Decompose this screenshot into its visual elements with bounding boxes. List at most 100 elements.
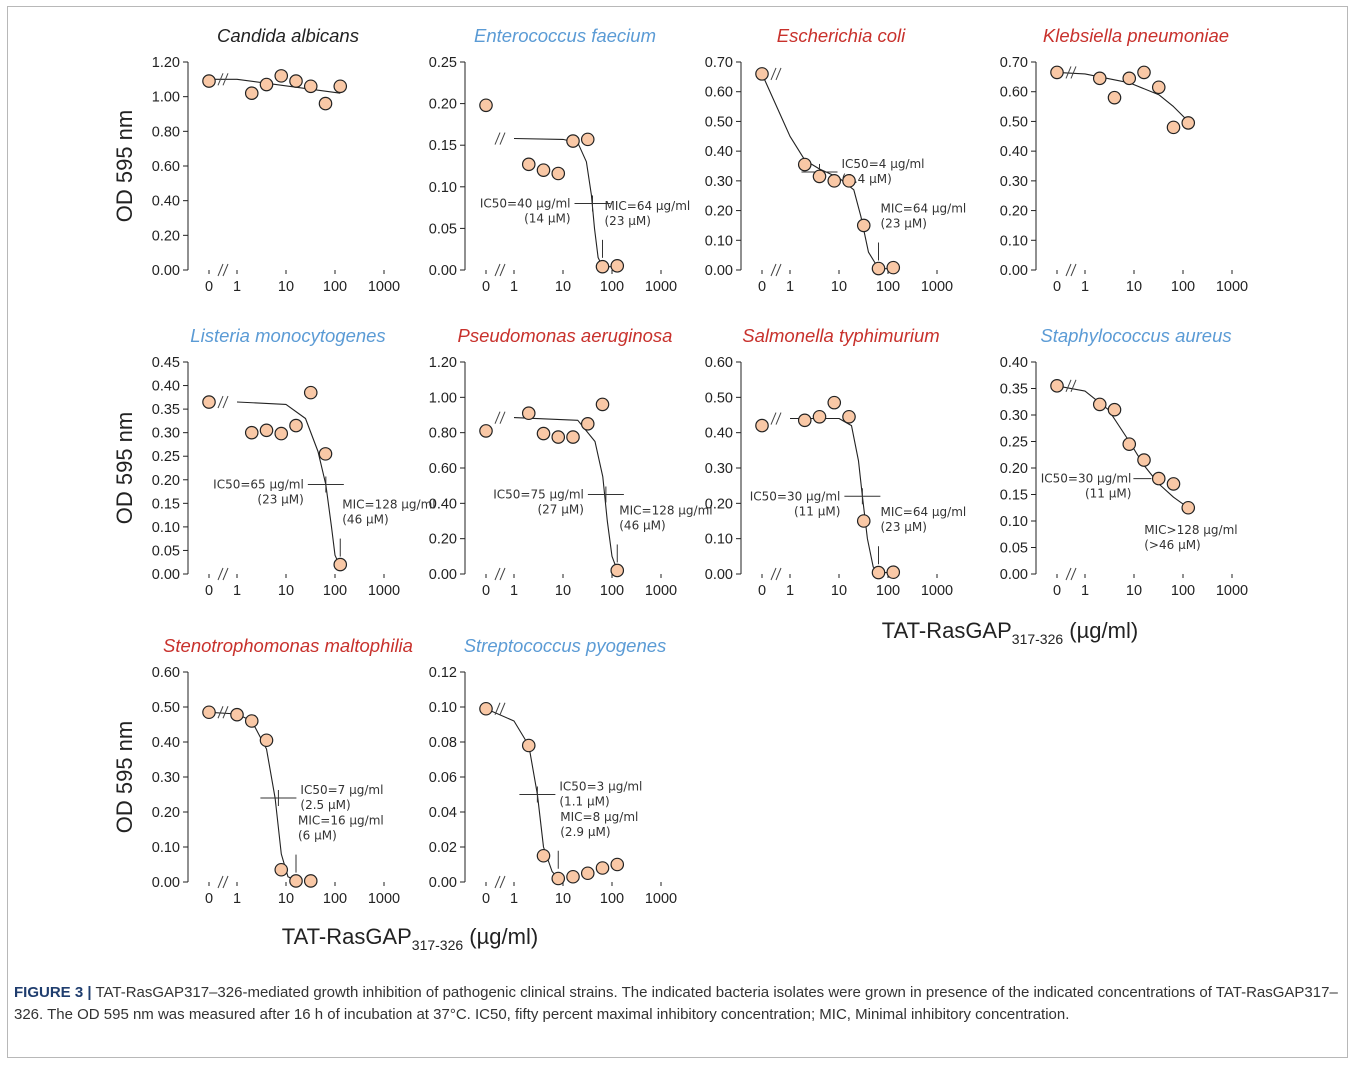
y-tick-label: 0.60 [1000,85,1028,101]
data-point [755,67,769,81]
data-point [521,406,536,421]
x-tick-label: 10 [555,891,571,907]
data-point [202,74,216,88]
panel-9: Streptococcus pyogenes 0.00 0.02 0.04 0.06 0.… [429,635,677,907]
x-axis-label: TAT-RasGAP317-326 (µg/ml) [882,618,1138,647]
data-point [1092,397,1107,412]
data-point [274,426,289,441]
y-tick-label: 0.15 [1000,488,1028,504]
y-tick-label: 0.00 [429,567,457,583]
data-point [812,169,827,184]
curve-break-mark [775,412,782,425]
y-tick-label: 0.60 [705,85,733,101]
data-point [333,557,348,572]
annotation-text: (>46 µM) [1144,538,1201,552]
y-tick-label: 0.40 [429,496,457,512]
x-tick-label: 100 [1171,583,1195,599]
x-tick-label: 1 [233,279,241,295]
y-axis-label: OD 595 nm [112,721,137,834]
x-tick-label: 0 [1053,583,1061,599]
data-point [580,866,595,881]
x-tick-label: 1000 [645,891,677,907]
x-tick-label: 0 [758,583,766,599]
data-point [1050,379,1064,393]
annotation-text: MIC=64 µg/ml [605,199,691,213]
axis-break-mark [499,875,506,889]
x-tick-label: 1000 [1216,279,1248,295]
panel-1: Enterococcus faecium 0.00 0.05 0.10 0.15 0.20… [429,25,690,295]
data-point [1151,80,1166,95]
curve-break-mark [770,412,777,425]
data-point [521,157,536,172]
data-point [755,418,769,433]
data-point [580,417,595,431]
x-tick-label: 1000 [368,583,400,599]
y-tick-label: 0.40 [1000,144,1028,160]
data-point [536,426,551,441]
figure-frame [7,6,1348,1058]
x-tick-label: 10 [831,279,847,295]
data-point [1092,71,1107,86]
axis-break-mark [1070,263,1077,277]
data-point [566,134,580,148]
y-tick-label: 0.35 [152,402,180,418]
data-point [856,514,871,528]
x-tick-label: 1 [786,279,794,295]
y-tick-label: 0.10 [429,700,457,716]
panel-4: Listeria monocytogenes 0.00 0.05 0.10 0.15 0.… [152,325,436,599]
data-point [886,565,901,580]
fit-curve [209,78,341,94]
curve-break-mark [499,411,506,424]
fit-curve [513,417,618,571]
x-tick-label: 10 [1126,583,1142,599]
curve-break-mark [494,702,501,715]
panel-8: Stenotrophomonas maltophilia 0.00 0.10 0.20… [152,635,413,907]
data-point [259,77,274,92]
annotation-text: (6 µM) [298,829,337,843]
x-tick-label: 1 [1081,583,1089,599]
data-point [1181,116,1196,130]
annotation-text: (11 µM) [794,504,840,518]
annotation-text: IC50=65 µg/ml [213,477,304,491]
data-point [259,733,274,748]
data-point [1107,90,1122,105]
y-tick-label: 0.10 [705,233,733,249]
x-tick-label: 10 [555,279,571,295]
y-tick-label: 0.25 [152,449,180,465]
x-tick-label: 0 [482,279,490,295]
annotation-text: IC50=7 µg/ml [300,783,383,797]
annotation-text: (1.1 µM) [559,795,609,809]
x-tick-label: 100 [323,891,347,907]
data-point [871,261,886,276]
annotation-text: MIC=8 µg/ml [560,810,638,824]
annotation-text: IC50=30 µg/ml [1041,472,1132,486]
y-tick-label: 0.00 [705,567,733,583]
y-tick-label: 0.00 [429,875,457,891]
annotation-text: (23 µM) [881,520,927,534]
axis-break-mark [222,263,229,277]
curve-break-mark [1070,379,1077,393]
panel-title: Streptococcus pyogenes [464,635,667,656]
y-tick-label: 0.60 [152,665,180,681]
y-tick-label: 0.10 [429,180,457,196]
y-tick-label: 0.15 [152,496,180,512]
y-axis-label: OD 595 nm [112,110,137,223]
data-point [856,218,871,233]
y-tick-label: 0.50 [705,390,733,406]
y-tick-label: 0.08 [429,735,457,751]
fit-curve [1056,71,1189,122]
axis-break-mark [494,875,501,889]
data-point [1151,471,1166,486]
data-point [827,395,842,410]
x-tick-label: 0 [205,279,213,295]
x-tick-label: 1 [510,279,518,295]
annotation-text: IC50=3 µg/ml [559,780,642,794]
data-point [274,862,289,877]
y-tick-label: 0.60 [429,461,457,477]
data-point [289,418,303,433]
y-tick-label: 0.02 [429,840,457,856]
x-tick-label: 0 [205,891,213,907]
curve-break-mark [499,702,506,715]
data-point [274,69,289,83]
annotation-text: MIC>128 µg/ml [1144,523,1237,537]
